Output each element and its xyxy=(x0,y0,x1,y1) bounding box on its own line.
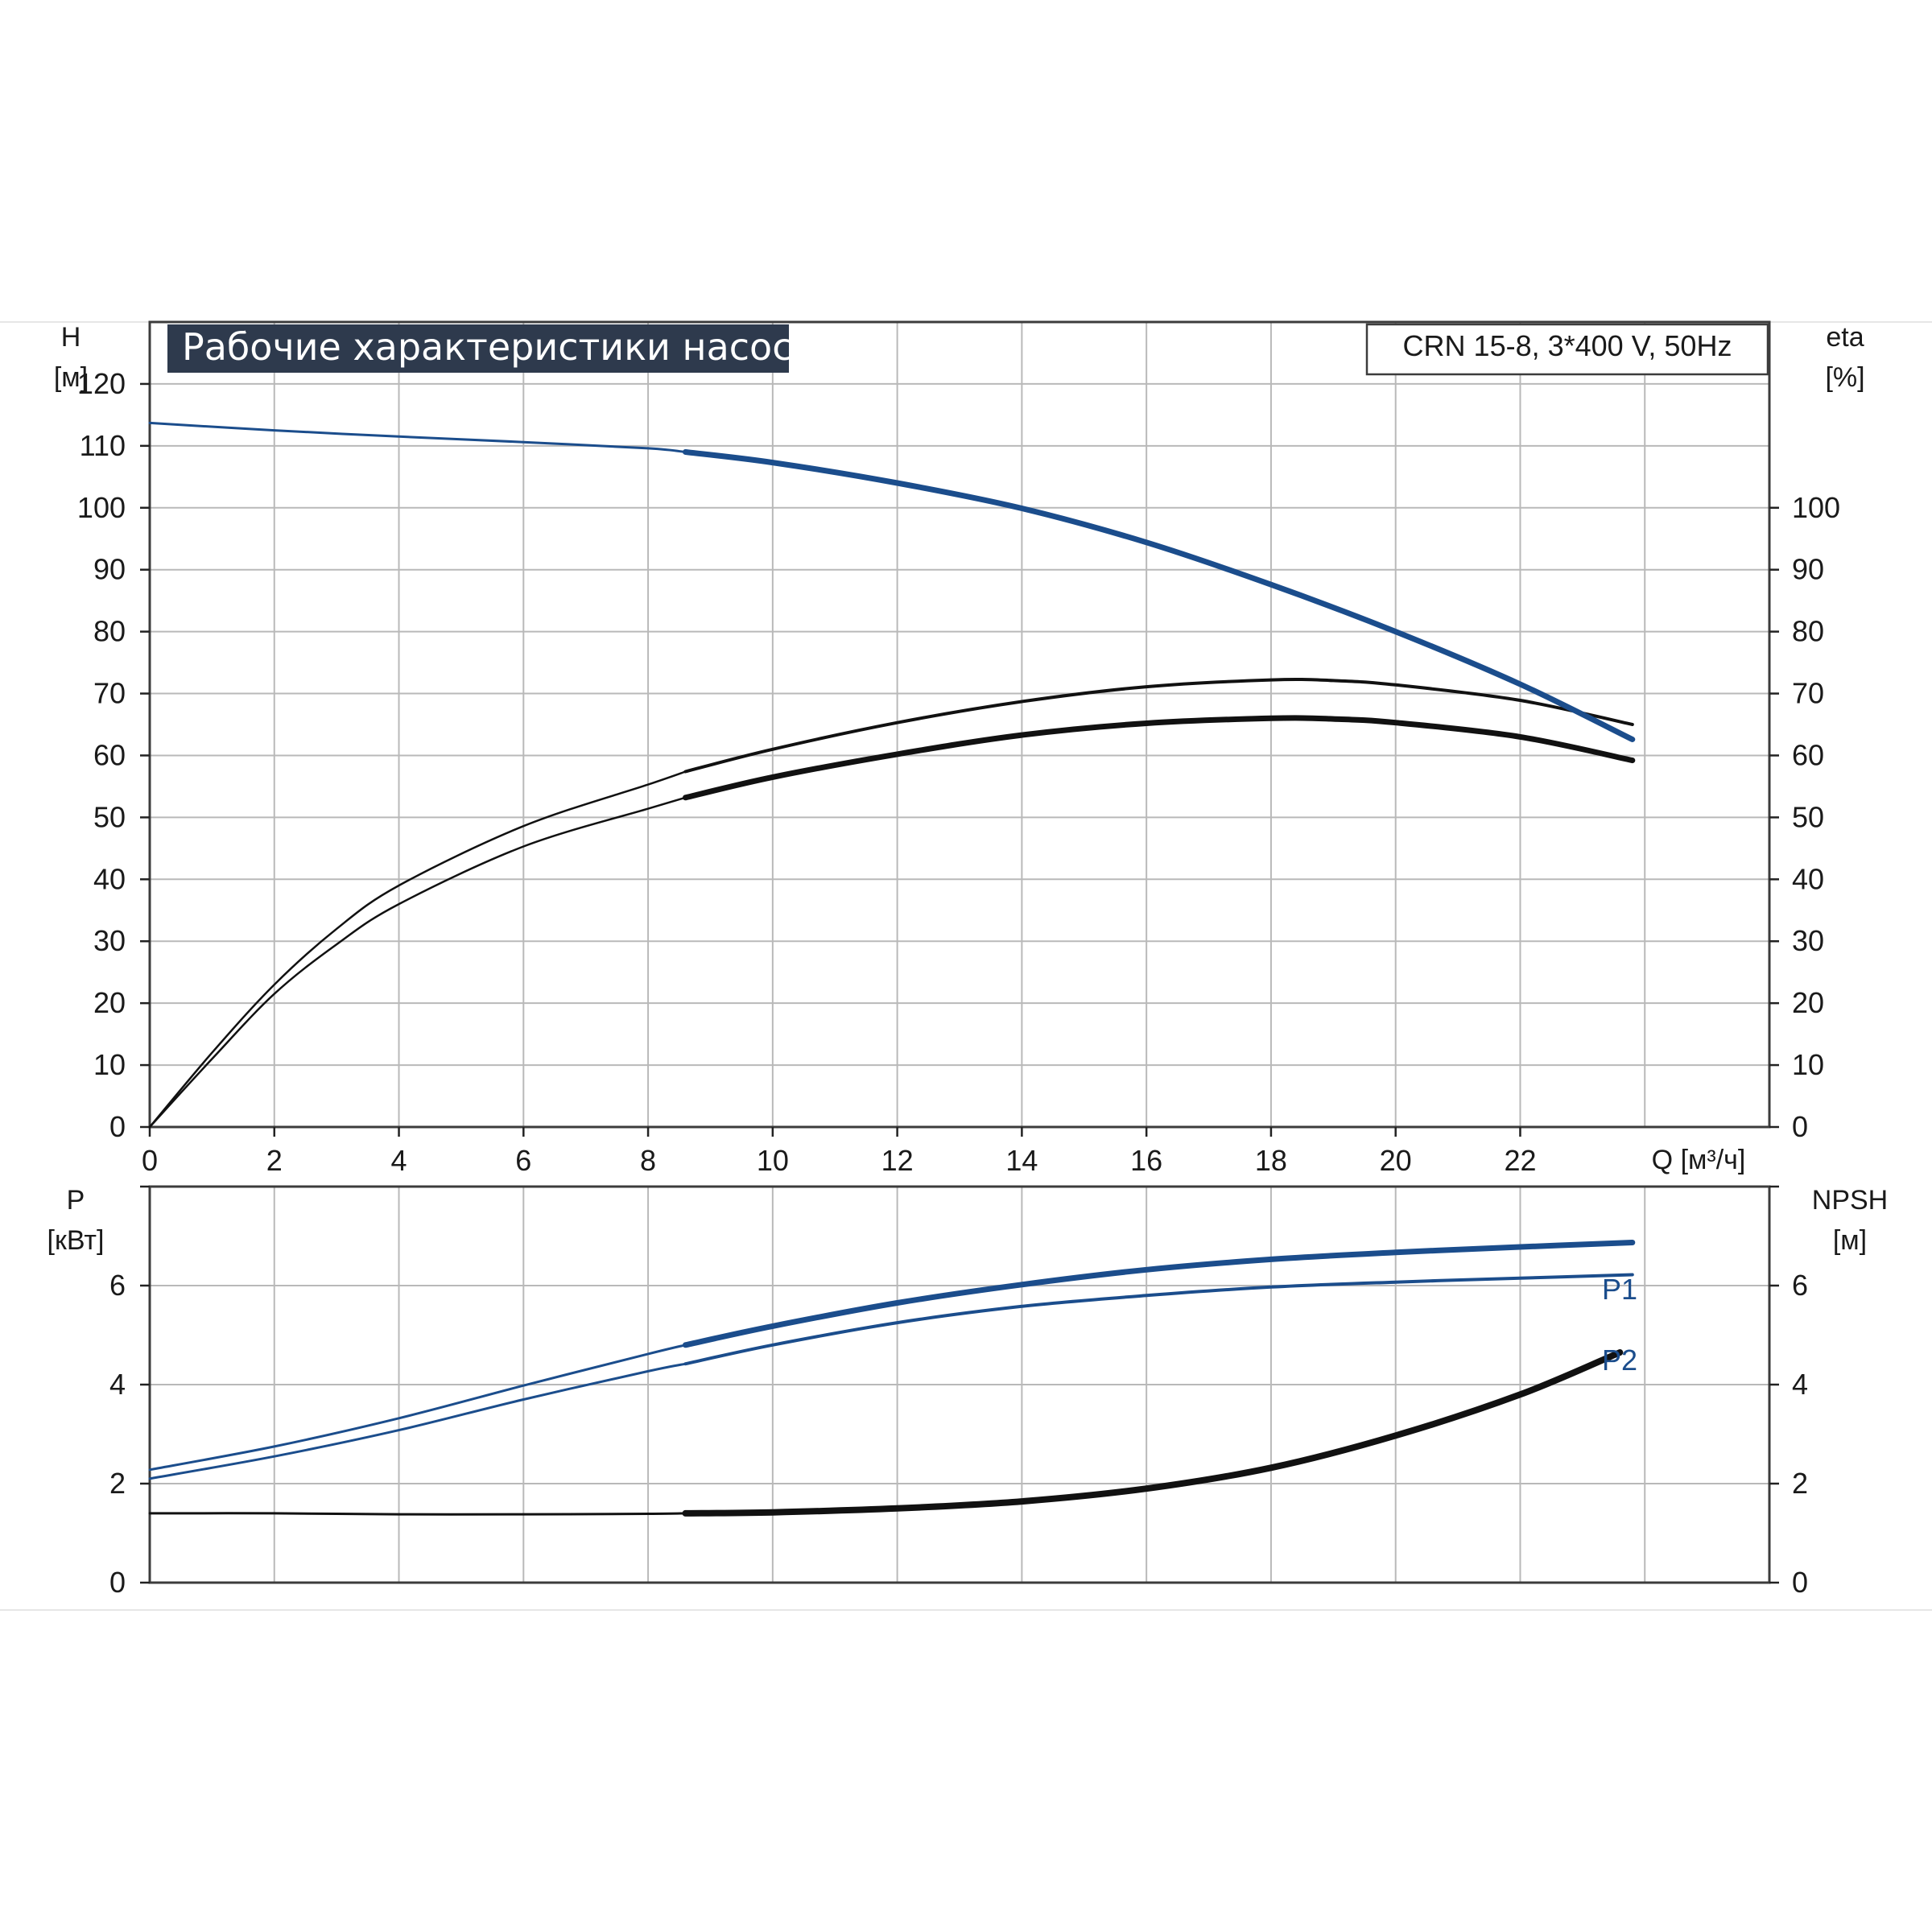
upper-right-tick-label: 50 xyxy=(1792,800,1824,833)
lower-right-tick-label: 0 xyxy=(1792,1566,1808,1599)
upper-curves xyxy=(148,421,1636,1129)
upper-plot-frame xyxy=(148,320,1771,1129)
lower-left-tick-label: 0 xyxy=(109,1566,126,1599)
lower-right-axis-unit: [м] xyxy=(1833,1225,1867,1256)
curve-npsh-thin xyxy=(148,1512,687,1516)
x-tick-label: 8 xyxy=(640,1144,656,1177)
upper-right-tick-label: 0 xyxy=(1792,1110,1808,1143)
upper-right-tick-label: 90 xyxy=(1792,553,1824,586)
lower-curves xyxy=(148,1240,1636,1517)
upper-right-tick-label: 70 xyxy=(1792,677,1824,710)
upper-left-tick-label: 50 xyxy=(93,800,126,833)
upper-left-tick-label: 90 xyxy=(93,553,126,586)
upper-left-tick-label: 80 xyxy=(93,615,126,648)
x-tick-label: 18 xyxy=(1255,1144,1287,1177)
lower-left-tick-label: 6 xyxy=(109,1269,126,1302)
lower-right-tick-label: 4 xyxy=(1792,1368,1808,1401)
model-label: CRN 15-8, 3*400 V, 50Hz xyxy=(1403,329,1732,362)
lower-left-tick-label: 4 xyxy=(109,1368,126,1401)
upper-right-axis-unit: [%] xyxy=(1825,362,1864,393)
x-tick-label: 22 xyxy=(1504,1144,1536,1177)
upper-left-axis-unit: [м] xyxy=(54,362,88,393)
x-tick-label: 12 xyxy=(881,1144,914,1177)
curve-eta_lower-thin xyxy=(148,796,687,1129)
lower-left-axis-unit: [кВт] xyxy=(47,1225,105,1256)
x-tick-label: 0 xyxy=(142,1144,158,1177)
model-box xyxy=(1365,323,1769,376)
curve-p2-thick xyxy=(683,1273,1634,1366)
upper-right-tick-label: 10 xyxy=(1792,1048,1824,1081)
upper-left-tick-label: 120 xyxy=(77,367,126,400)
upper-left-tick-label: 110 xyxy=(80,429,126,462)
upper-right-tick-label: 20 xyxy=(1792,986,1824,1019)
curve-h-thin xyxy=(148,421,687,453)
x-tick-label: 2 xyxy=(266,1144,283,1177)
upper-left-tick-label: 70 xyxy=(93,677,126,710)
upper-left-tick-label: 60 xyxy=(93,738,126,771)
upper-left-tick-label: 0 xyxy=(109,1110,126,1143)
lower-left-tick-label: 2 xyxy=(109,1467,126,1500)
upper-right-tick-label: 60 xyxy=(1792,738,1824,771)
upper-left-tick-label: 20 xyxy=(93,986,126,1019)
x-axis-label: Q [м³/ч] xyxy=(1652,1145,1746,1175)
lower-right-tick-label: 6 xyxy=(1792,1269,1808,1302)
series-label-p1: P1 xyxy=(1602,1273,1637,1306)
chart-title: Рабочие характеристики насоса xyxy=(182,325,815,369)
upper-left-axis-label: H xyxy=(61,322,81,353)
curve-npsh-thick xyxy=(682,1349,1624,1517)
x-tick-label: 14 xyxy=(1005,1144,1038,1177)
upper-right-tick-label: 80 xyxy=(1792,615,1824,648)
x-tick-label: 16 xyxy=(1130,1144,1162,1177)
upper-right-axis-label: eta xyxy=(1826,322,1864,353)
upper-right-tick-label: 40 xyxy=(1792,862,1824,895)
x-tick-label: 4 xyxy=(391,1144,407,1177)
curve-p1-thin xyxy=(148,1344,687,1472)
series-label-p2: P2 xyxy=(1602,1344,1637,1377)
lower-left-axis-label: P xyxy=(67,1185,85,1216)
curve-eta_upper-thick xyxy=(683,678,1634,774)
curve-eta_upper-thin xyxy=(148,770,687,1129)
lower-grid xyxy=(150,1187,1769,1583)
x-tick-label: 6 xyxy=(515,1144,531,1177)
curve-h-thick xyxy=(683,449,1636,742)
upper-right-tick-label: 30 xyxy=(1792,924,1824,957)
upper-right-tick-label: 100 xyxy=(1792,491,1840,524)
x-tick-label: 10 xyxy=(757,1144,789,1177)
curve-p2-thin xyxy=(148,1362,687,1480)
title-box xyxy=(167,324,789,373)
upper-left-tick-label: 40 xyxy=(93,862,126,895)
upper-axis-ticks: 0102030405060708090100110120010203040506… xyxy=(77,367,1840,1177)
curve-eta_lower-thick xyxy=(683,715,1636,801)
lower-right-axis-label: NPSH xyxy=(1812,1185,1888,1216)
x-tick-label: 20 xyxy=(1380,1144,1412,1177)
upper-grid xyxy=(150,322,1769,1127)
upper-left-tick-label: 100 xyxy=(77,491,126,524)
lower-axis-ticks: 0 2 4 6 0 2 4 6 xyxy=(109,1185,1808,1599)
lower-right-tick-label: 2 xyxy=(1792,1467,1808,1500)
upper-left-tick-label: 10 xyxy=(93,1048,126,1081)
curve-p1-thick xyxy=(683,1240,1636,1348)
upper-left-tick-label: 30 xyxy=(93,924,126,957)
